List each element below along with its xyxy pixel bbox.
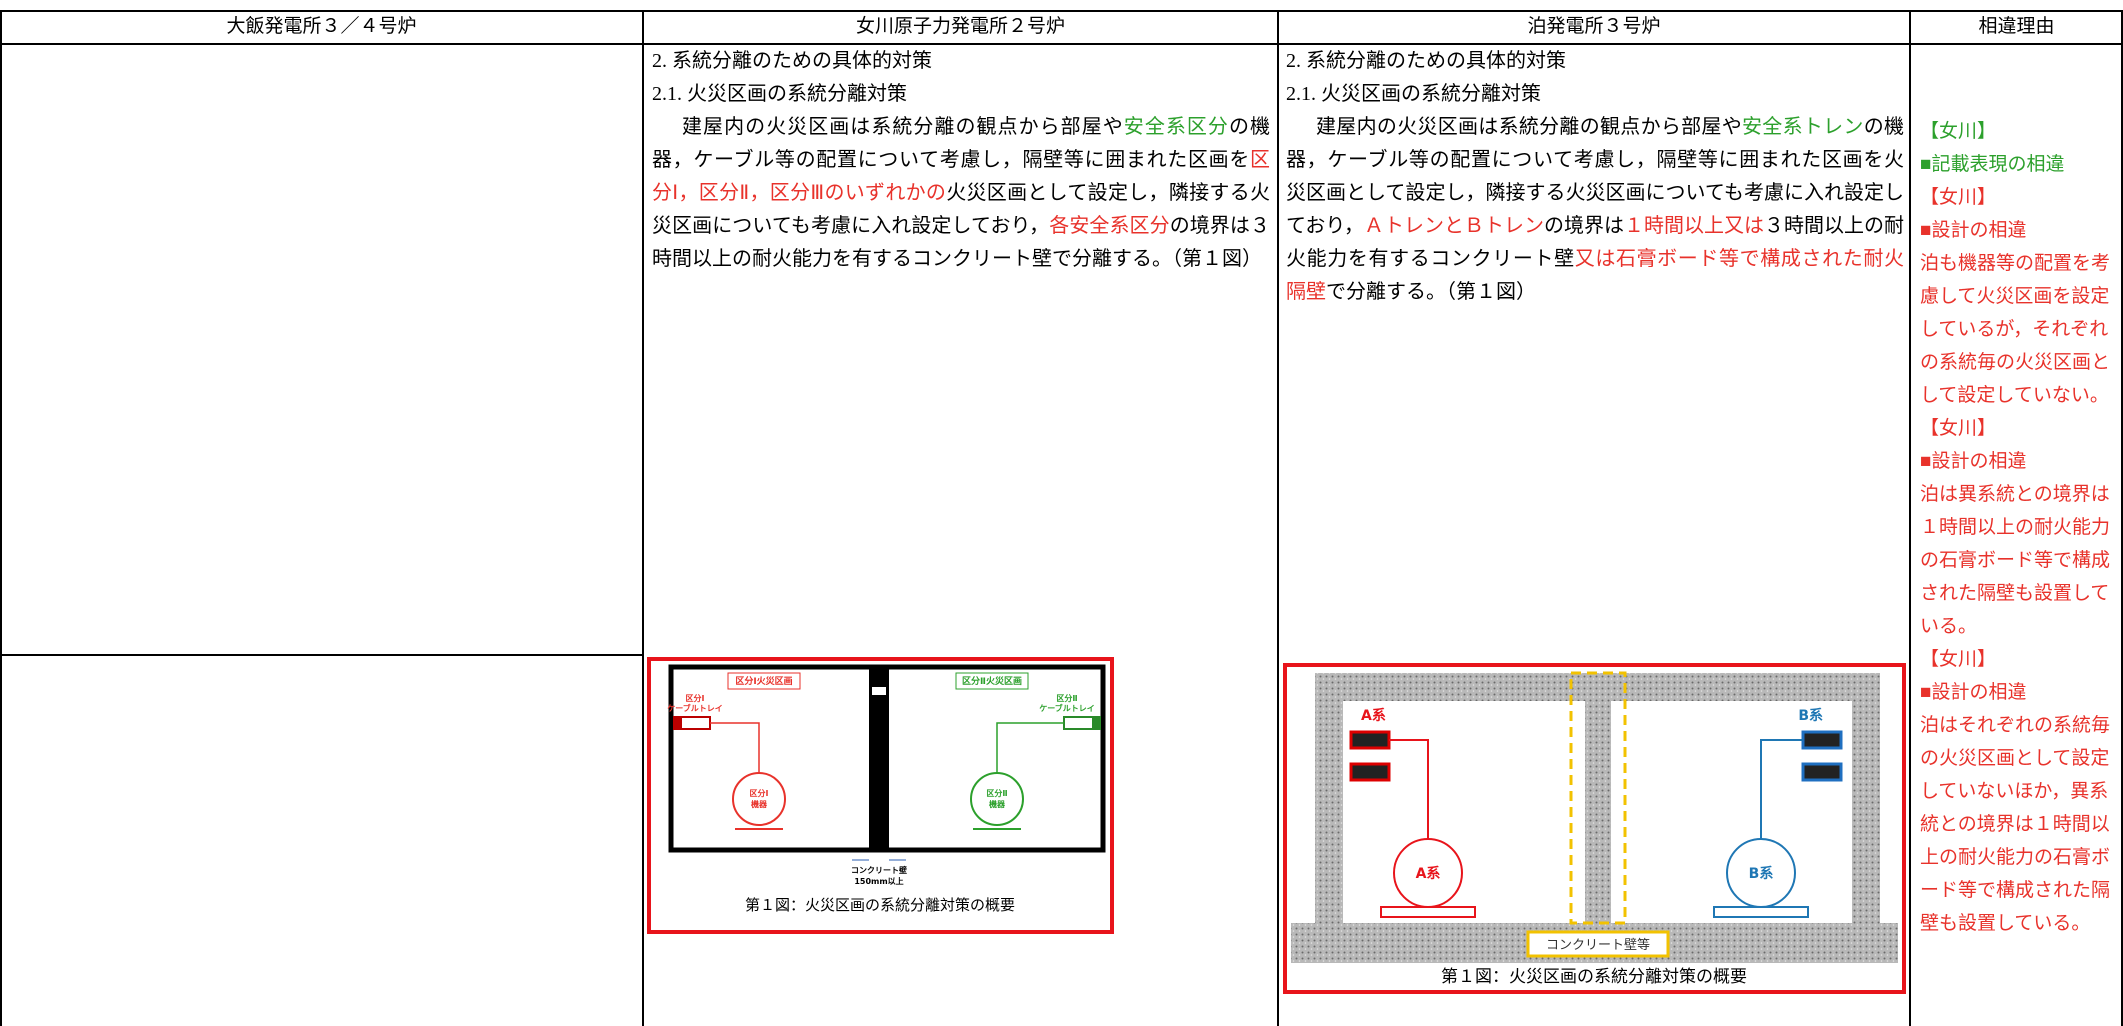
figure-caption: 第１図：火災区画の系統分離対策の概要: [745, 896, 1015, 914]
cable: [710, 722, 760, 777]
paragraph: 建屋内の火災区画は系統分離の観点から部屋や安全系トレンの機器，ケーブル等の配置に…: [1286, 111, 1904, 309]
text-run: 区分Ⅰ，区分Ⅱ，区分Ⅲのいずれかの: [652, 149, 1270, 204]
cable: [1389, 739, 1429, 840]
text-run: 安全系区分: [1123, 116, 1229, 138]
tray: [1801, 762, 1843, 782]
tray-label: 区分Ⅱ: [1056, 693, 1077, 703]
equipment-label: A系: [1416, 865, 1441, 882]
concrete-wall: [1852, 673, 1880, 923]
onagawa-text: 2. 系統分離のための具体的対策 2.1. 火災区画の系統分離対策 建屋内の火災…: [652, 45, 1270, 276]
reasons: 【女川】 ■記載表現の相違 【女川】 ■設計の相違 泊も機器等の配置を考慮して火災区画を…: [1920, 115, 2118, 940]
reason-line: 【女川】: [1920, 418, 1997, 439]
area-label-box: [955, 672, 1029, 690]
tray-label: ケーブルトレイ: [667, 703, 723, 713]
header-bottom: [0, 43, 2123, 45]
col-divider: [0, 11, 2, 1026]
cable: [996, 722, 1064, 777]
text-run: 各安全系区分: [1049, 215, 1170, 237]
heading: 2.1. 火災区画の系統分離対策: [652, 83, 907, 105]
reason-line: ■設計の相違: [1920, 451, 2027, 472]
text-run: 建屋内の火災区画は系統分離の観点から部屋や: [1316, 116, 1742, 138]
wall: [869, 667, 889, 850]
equipment-label: 機器: [751, 799, 768, 809]
column-header: 泊発電所３号炉: [1527, 16, 1661, 37]
area-label: 区分Ⅰ火災区画: [735, 675, 792, 687]
heading: 2.1. 火災区画の系統分離対策: [1286, 83, 1541, 105]
text-run: 安全系トレン: [1742, 116, 1864, 138]
tray: [1092, 717, 1100, 729]
col-divider: [2121, 11, 2123, 1026]
tray: [674, 717, 682, 729]
equipment-label: B系: [1749, 865, 1774, 882]
area-label: 区分Ⅱ火災区画: [962, 675, 1022, 687]
text-run: の機器，ケーブル等の配置について考慮し，隔壁等に囲まれた区画を火災区画として設定…: [1286, 116, 1905, 237]
reason-line: 泊は異系統との境界は１時間以上の耐火能力の石膏ボード等で構成された隔壁も設置して…: [1920, 484, 2111, 637]
text-run: ３時間以上の耐火能力を有するコンクリート壁: [1286, 215, 1904, 270]
figure-caption: 第１図：火災区画の系統分離対策の概要: [1441, 967, 1747, 987]
tray-label: B系: [1798, 707, 1823, 724]
paragraph: 建屋内の火災区画は系統分離の観点から部屋や安全系区分の機器，ケーブル等の配置につ…: [652, 111, 1270, 276]
reason-line: ■設計の相違: [1920, 682, 2027, 703]
tomari-figure: A系 A系 B系 B系 コンクリート壁等 第１図：火災区画の系統分離対策の概要: [1283, 663, 1906, 994]
column-header: 相違理由: [1978, 16, 2055, 37]
equipment-label: 機器: [989, 799, 1006, 809]
equipment-label: 区分Ⅰ: [750, 788, 769, 798]
heading: 2. 系統分離のための具体的対策: [652, 50, 932, 72]
page-break: [0, 654, 643, 656]
wall-label: コンクリート壁等: [1546, 937, 1650, 953]
col-divider: [1277, 11, 1279, 1026]
text-run: 又は石膏ボード等で構成された耐火隔壁: [1286, 248, 1905, 303]
col-divider: [642, 11, 644, 1026]
text-run: の機器，ケーブル等の配置について考慮し，隔壁等に囲まれた区画を: [652, 116, 1271, 171]
wall-label: 150mm以上: [854, 876, 903, 886]
tray: [1349, 730, 1391, 750]
text-run: １時間以上又は: [1624, 215, 1764, 237]
tray-label: A系: [1361, 707, 1386, 724]
tray: [1801, 730, 1843, 750]
onagawa-figure: 区分Ⅰ火災区画 区分Ⅰ ケーブルトレイ 区分Ⅰ 機器 区分Ⅱ火災区画 区分Ⅱ ケ…: [647, 657, 1114, 934]
cable: [1760, 739, 1803, 840]
col-divider: [1909, 11, 1911, 1026]
reason-line: 【女川】: [1920, 121, 1997, 142]
tray-label: 区分Ⅰ: [686, 693, 705, 703]
reason-line: ■設計の相違: [1920, 220, 2027, 241]
equipment: [970, 772, 1024, 826]
concrete-wall: [1585, 673, 1611, 923]
reason-line: 【女川】: [1920, 187, 1997, 208]
text-run: 建屋内の火災区画は系統分離の観点から部屋や: [682, 116, 1124, 138]
wall-gap: [872, 687, 886, 695]
wall-label: コンクリート壁: [851, 865, 907, 875]
heading: 2. 系統分離のための具体的対策: [1286, 50, 1566, 72]
equipment-label: 区分Ⅱ: [986, 788, 1007, 798]
text-run: ＡトレンとＢトレン: [1364, 215, 1544, 237]
equipment-base: [1380, 906, 1476, 918]
table-top: [0, 10, 2123, 12]
reason-line: 泊はそれぞれの系統毎の火災区画として設定していないほか，異系統との境界は１時間以…: [1920, 715, 2111, 934]
reason-line: 【女川】: [1920, 649, 1997, 670]
column-header: 大飯発電所３／４号炉: [226, 16, 417, 37]
equipment: [732, 772, 786, 826]
tray: [1349, 762, 1391, 782]
wall-label-box: [1526, 930, 1670, 958]
reason-line: 泊も機器等の配置を考慮して火災区画を設定しているが，それぞれの系統毎の火災区画と…: [1920, 253, 2111, 406]
text-run: の境界は: [1544, 215, 1624, 237]
column-header: 女川原子力発電所２号炉: [855, 16, 1065, 37]
area-label-box: [727, 672, 801, 690]
tomari-text: 2. 系統分離のための具体的対策 2.1. 火災区画の系統分離対策 建屋内の火災…: [1286, 45, 1904, 309]
concrete-wall: [1315, 673, 1343, 923]
text-run: 火災区画として設定し，隣接する火災区画についても考慮に入れ設定しており，: [652, 182, 1271, 237]
tray-label: ケーブルトレイ: [1039, 703, 1095, 713]
reason-line: ■記載表現の相違: [1920, 154, 2065, 175]
text-run: の境界は３ 時間以上の耐火能力を有するコンクリート壁で分離する。（第１図）: [652, 215, 1270, 270]
text-run: で分離する。（第１図）: [1326, 281, 1536, 303]
equipment-base: [1713, 906, 1809, 918]
boundary: [1569, 671, 1627, 925]
